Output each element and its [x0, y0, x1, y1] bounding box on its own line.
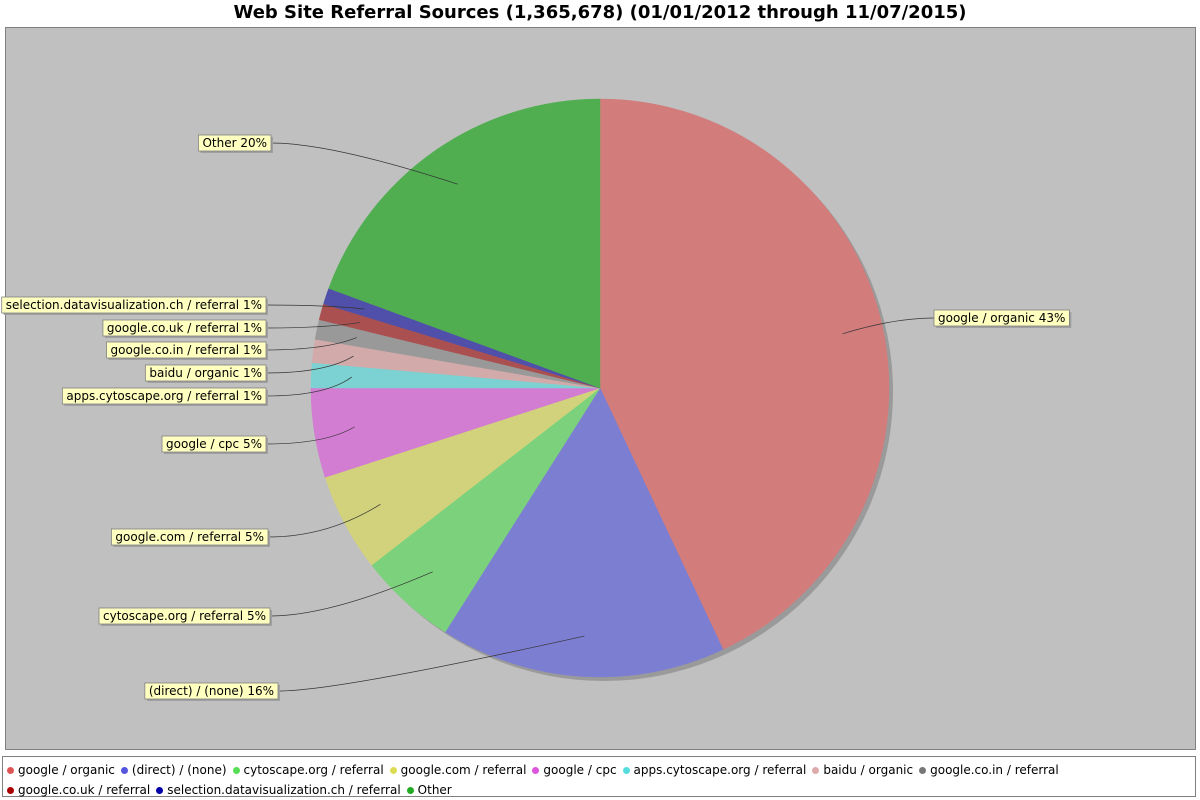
slice-label-text: google.co.uk / referral 1% [107, 321, 262, 335]
legend-label: google.co.uk / referral [18, 783, 151, 797]
legend-swatch [622, 767, 630, 774]
legend-label: (direct) / (none) [131, 763, 227, 777]
slice-leader-line [265, 322, 361, 329]
legend-item: (direct) / (none) [120, 760, 227, 780]
slice-label: baidu / organic 1% [144, 355, 354, 383]
slice-label-box [106, 341, 267, 359]
slice-label-box [144, 682, 279, 700]
legend-label: google / cpc [543, 763, 617, 777]
legend-swatch [532, 767, 540, 774]
slice-leader-line [269, 571, 433, 617]
slice-label: Other 20% [198, 134, 458, 185]
legend-item: cytoscape.org / referral [232, 760, 384, 780]
slice-label-text: cytoscape.org / referral 5% [103, 609, 266, 623]
slice-label-text: google.co.in / referral 1% [111, 343, 262, 357]
slice-leader-line [265, 426, 355, 445]
legend-item: google / cpc [532, 760, 617, 780]
slice-leader-line [277, 635, 585, 692]
slice-label-text: google.com / referral 5% [115, 530, 264, 544]
legend-item: google.co.in / referral [919, 760, 1059, 780]
slice-label-box [198, 134, 272, 152]
slice-label: google / organic 43% [842, 309, 1072, 335]
legend: google / organic (direct) / (none) cytosca… [2, 756, 1196, 797]
legend-swatch [232, 767, 240, 774]
legend-item: google / organic [7, 760, 115, 780]
slice-label-box [61, 387, 267, 405]
legend-swatch [7, 767, 14, 774]
slice-label: cytoscape.org / referral 5% [98, 571, 433, 626]
slice-leader-line [265, 304, 365, 310]
pie-slice [599, 98, 890, 650]
legend-label: cytoscape.org / referral [243, 763, 384, 777]
slice-label: (direct) / (none) 16% [144, 635, 585, 701]
legend-label: google / organic [18, 763, 115, 777]
legend-item: google.com / referral [389, 760, 527, 780]
slice-label: google.com / referral 5% [110, 504, 381, 547]
slice-label-box [102, 319, 267, 337]
legend-swatch [7, 787, 14, 794]
slice-labels: google / organic 43% (direct) / (none) 16… [1, 134, 1072, 701]
slice-label-text: (direct) / (none) 16% [149, 684, 274, 698]
slice-label: apps.cytoscape.org / referral 1% [61, 376, 352, 406]
legend-label: Other [417, 783, 452, 797]
slice-leader-line [265, 337, 357, 351]
pie-slices [310, 98, 890, 678]
legend-swatch [919, 767, 927, 774]
slice-label-text: google / cpc 5% [166, 437, 262, 451]
slice-label: google.co.in / referral 1% [106, 337, 357, 360]
legend-label: baidu / organic [823, 763, 914, 777]
slice-leader-line [265, 376, 352, 397]
slice-label-text: google / organic 43% [938, 311, 1065, 325]
slice-leader-line [267, 504, 381, 538]
slice-label-text: selection.datavisualization.ch / referra… [6, 298, 262, 312]
slice-label-box [161, 435, 267, 453]
chart-title: Web Site Referral Sources (1,365,678) (0… [233, 2, 967, 23]
legend-swatch [156, 787, 164, 794]
slice-label: google / cpc 5% [161, 426, 355, 454]
slice-label-box [110, 528, 269, 546]
slice-label: google.co.uk / referral 1% [102, 319, 361, 338]
slice-label-box [1, 296, 267, 314]
slice-label-text: baidu / organic 1% [149, 366, 262, 380]
legend-swatch [389, 767, 397, 774]
legend-swatch [812, 767, 820, 774]
legend-item: baidu / organic [812, 760, 913, 780]
pie-slice [328, 98, 601, 389]
legend-label: selection.datavisualization.ch / referra… [167, 783, 401, 797]
legend-item: apps.cytoscape.org / referral [622, 760, 807, 780]
slice-leader-line [842, 317, 935, 335]
legend-label: google.co.in / referral [930, 763, 1059, 777]
legend-item: google.co.uk / referral [7, 780, 150, 800]
slice-label-text: apps.cytoscape.org / referral 1% [66, 389, 262, 403]
slice-label: selection.datavisualization.ch / referra… [1, 296, 365, 315]
slice-label-box [933, 309, 1070, 327]
slice-leader-line [265, 355, 354, 374]
legend-swatch [406, 787, 414, 794]
legend-swatch [120, 767, 128, 774]
slice-label-text: Other 20% [202, 136, 267, 150]
slice-label-box [98, 607, 271, 625]
legend-label: google.com / referral [400, 763, 527, 777]
legend-item: selection.datavisualization.ch / referra… [156, 780, 401, 800]
slice-label-box [144, 364, 267, 382]
legend-label: apps.cytoscape.org / referral [633, 763, 807, 777]
legend-item: Other [406, 780, 452, 800]
pie-slice [444, 387, 724, 678]
slice-leader-line [270, 142, 458, 185]
